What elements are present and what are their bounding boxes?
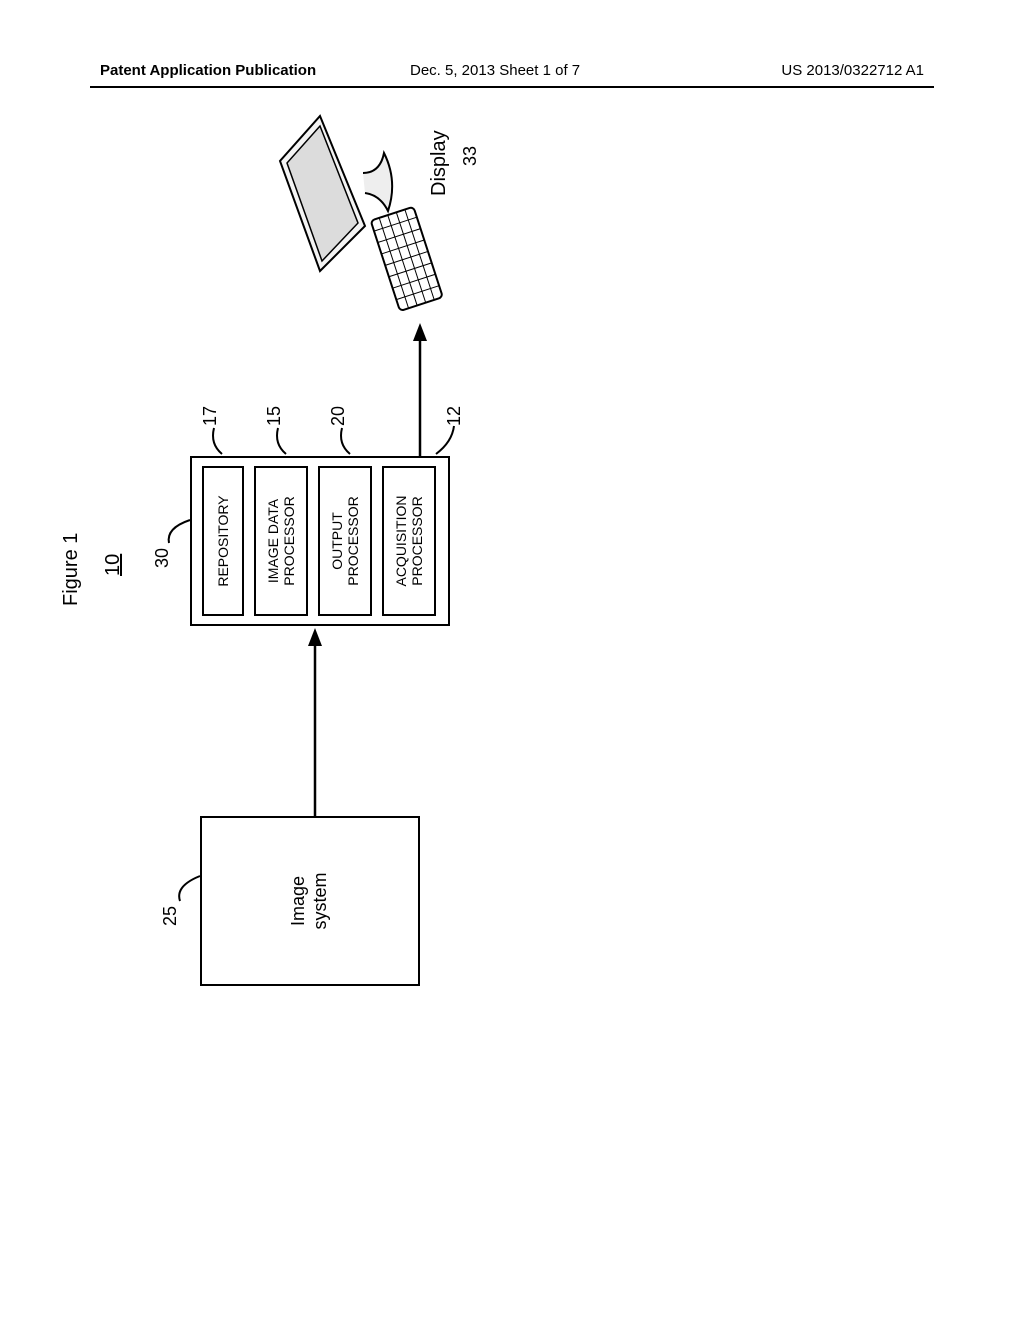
output-processor-block: OUTPUT PROCESSOR [318,466,372,616]
image-system-ref: 25 [160,906,181,926]
leader-20 [336,424,356,456]
ref-17: 17 [200,406,221,426]
processor-ref-30: 30 [152,548,173,568]
leader-30 [164,508,194,548]
figure-canvas: Figure 1 10 Image system 25 REPOSITORY I… [60,46,810,1046]
ref-15: 15 [264,406,285,426]
system-ref-10: 10 [102,554,125,576]
figure-title: Figure 1 [60,533,83,606]
processor-box: REPOSITORY IMAGE DATA PROCESSOR OUTPUT P… [190,456,450,626]
repository-block: REPOSITORY [202,466,244,616]
ref-20: 20 [328,406,349,426]
leader-15 [272,424,292,456]
acquisition-processor-block: ACQUISITION PROCESSOR [382,466,436,616]
image-data-processor-block: IMAGE DATA PROCESSOR [254,466,308,616]
display-ref: 33 [460,146,481,166]
leader-25 [175,866,205,906]
figure-1: Figure 1 10 Image system 25 REPOSITORY I… [100,180,924,1180]
image-system-block: Image system [200,816,420,986]
leader-17 [208,424,228,456]
display-label: Display [428,130,451,196]
arrow-imagesys-to-processor [305,626,325,816]
